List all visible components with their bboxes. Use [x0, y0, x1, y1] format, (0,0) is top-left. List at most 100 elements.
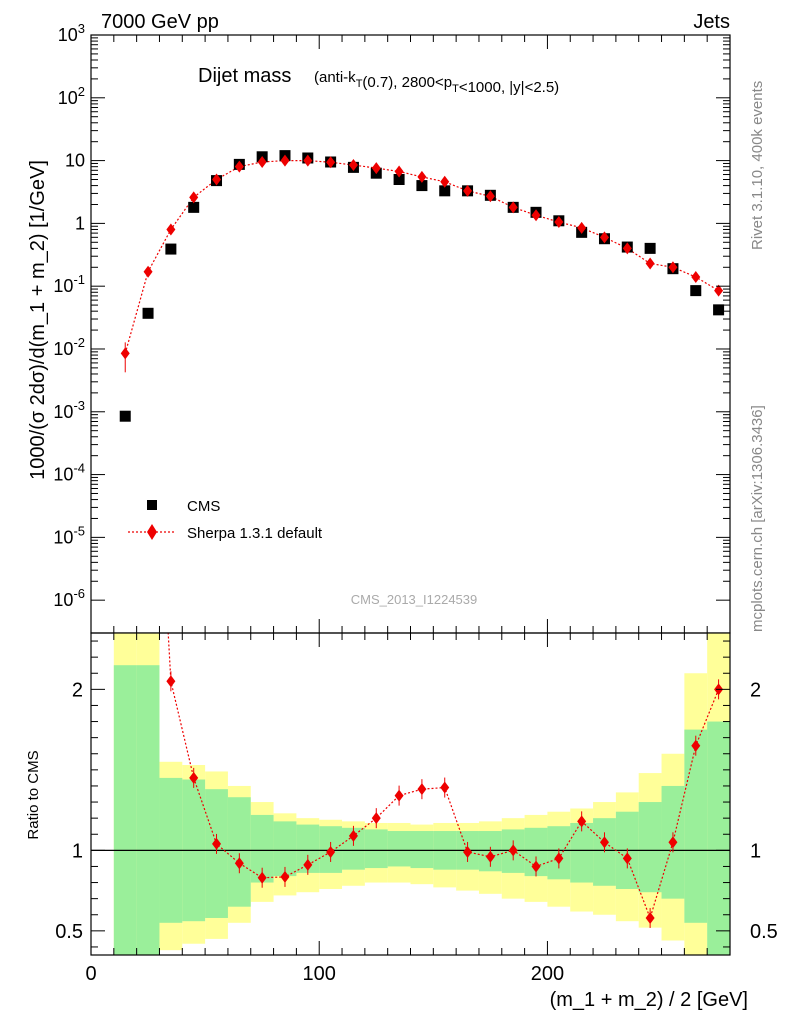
sherpa-point [714, 284, 724, 297]
mcplots-label: mcplots.cern.ch [arXiv:1306.3436] [749, 405, 766, 632]
sherpa-point [463, 184, 473, 197]
sherpa-point [143, 265, 153, 278]
ratio-sherpa-point [303, 858, 313, 871]
legend-label-cms: CMS [187, 498, 220, 515]
ratio-green-band [684, 729, 708, 923]
ratio-sherpa-point [257, 871, 267, 884]
main-y-axis-label: 1000/(σ 2dσ)/d(m_1 + m_2) [1/GeV] [27, 160, 49, 480]
ratio-y-tick-label-right: 1 [750, 840, 761, 862]
ratio-sherpa-point [326, 845, 336, 858]
ratio-plot-axes: 0.5 0.5 1 1 2 2 0 100 200 [55, 633, 778, 985]
rivet-label: Rivet 3.1.10, 400k events [749, 81, 766, 250]
ratio-sherpa-point [463, 845, 473, 858]
cms-point [416, 180, 428, 192]
ratio-y-tick-label-right: 2 [750, 679, 761, 701]
cms-point [690, 285, 702, 297]
legend-marker-sherpa [147, 524, 157, 540]
main-y-tick-label: 103 [58, 21, 85, 45]
sherpa-point [326, 156, 336, 169]
sherpa-point [166, 223, 176, 236]
sherpa-point [189, 191, 199, 204]
ratio-sherpa-point [166, 675, 176, 688]
sherpa-point [645, 257, 655, 270]
ratio-sherpa-point [280, 870, 290, 883]
sherpa-point [120, 347, 130, 360]
sherpa-point [554, 216, 564, 229]
ratio-sherpa-point [668, 836, 678, 849]
ratio-sherpa-point [212, 837, 222, 850]
ratio-green-band [387, 831, 411, 867]
main-y-tick-label: 10-1 [53, 272, 85, 296]
cms-point [119, 410, 131, 422]
sherpa-point [691, 271, 701, 284]
sherpa-point [508, 201, 518, 214]
sherpa-point [577, 221, 587, 234]
main-y-tick-label: 10-5 [53, 523, 85, 547]
ratio-sherpa-point [394, 789, 404, 802]
cms-point [644, 242, 656, 254]
ratio-sherpa-point [189, 771, 199, 784]
ratio-sherpa-point [691, 739, 701, 752]
sherpa-point [440, 175, 450, 188]
sherpa-point [234, 160, 244, 173]
ratio-sherpa-point [645, 911, 655, 924]
ratio-sherpa-point [371, 812, 381, 825]
main-plot [119, 150, 725, 422]
sherpa-point [668, 261, 678, 274]
ratio-green-band [296, 824, 320, 873]
cms-point [165, 243, 177, 255]
ratio-sherpa-point [440, 781, 450, 794]
ratio-green-band [273, 821, 297, 877]
watermark: CMS_2013_I1224539 [351, 592, 478, 607]
cms-point [713, 304, 725, 316]
sherpa-point [394, 165, 404, 178]
main-y-tick-label: 10-6 [53, 586, 85, 610]
sherpa-point [599, 231, 609, 244]
ratio-green-band [707, 721, 730, 955]
ratio-green-band [524, 827, 548, 877]
cms-point [188, 201, 200, 213]
plot-title: Dijet mass [198, 65, 291, 87]
ratio-y-tick-label: 2 [72, 679, 83, 701]
main-y-tick-label: 10-2 [53, 335, 85, 359]
cms-point [439, 185, 451, 197]
header-right: Jets [693, 11, 730, 33]
ratio-sherpa-point [348, 829, 358, 842]
sherpa-point [531, 209, 541, 222]
sherpa-point [280, 154, 290, 167]
plot-title-main: Dijet mass [198, 65, 291, 87]
main-plot-axes: 10-6 10-5 10-4 10-3 10-2 10-1 1 10 102 103 [53, 21, 731, 633]
sherpa-point [348, 159, 358, 172]
ratio-green-band [570, 822, 594, 883]
ratio-green-band [638, 802, 662, 893]
ratio-green-band [250, 814, 274, 883]
ratio-y-axis-label: Ratio to CMS [25, 750, 42, 839]
main-y-tick-label: 1 [75, 213, 85, 233]
ratio-sherpa-point [485, 850, 495, 863]
sherpa-line [124, 159, 719, 354]
ratio-sherpa-point [577, 815, 587, 828]
main-y-tick-label: 102 [58, 84, 85, 108]
ratio-green-band [136, 665, 160, 955]
ratio-plot [166, 633, 724, 928]
ratio-sherpa-point [599, 836, 609, 849]
x-tick-label: 0 [85, 963, 96, 985]
ratio-green-band [342, 827, 365, 870]
sherpa-point [303, 154, 313, 167]
ratio-y-tick-label: 0.5 [55, 921, 83, 943]
ratio-sherpa-line [167, 633, 720, 920]
ratio-green-band [227, 797, 251, 907]
ratio-bands [91, 633, 730, 955]
ratio-sherpa-point [417, 783, 427, 796]
sherpa-point [371, 162, 381, 175]
main-y-tick-label: 10 [65, 151, 85, 171]
sherpa-point [622, 242, 632, 255]
ratio-sherpa-point [234, 857, 244, 870]
ratio-sherpa-point [554, 852, 564, 865]
x-axis-label: (m_1 + m_2) / 2 [GeV] [550, 989, 748, 1011]
ratio-y-tick-label-right: 0.5 [750, 921, 778, 943]
cms-point [393, 173, 405, 185]
sherpa-point [417, 170, 427, 183]
cms-point [142, 307, 154, 319]
